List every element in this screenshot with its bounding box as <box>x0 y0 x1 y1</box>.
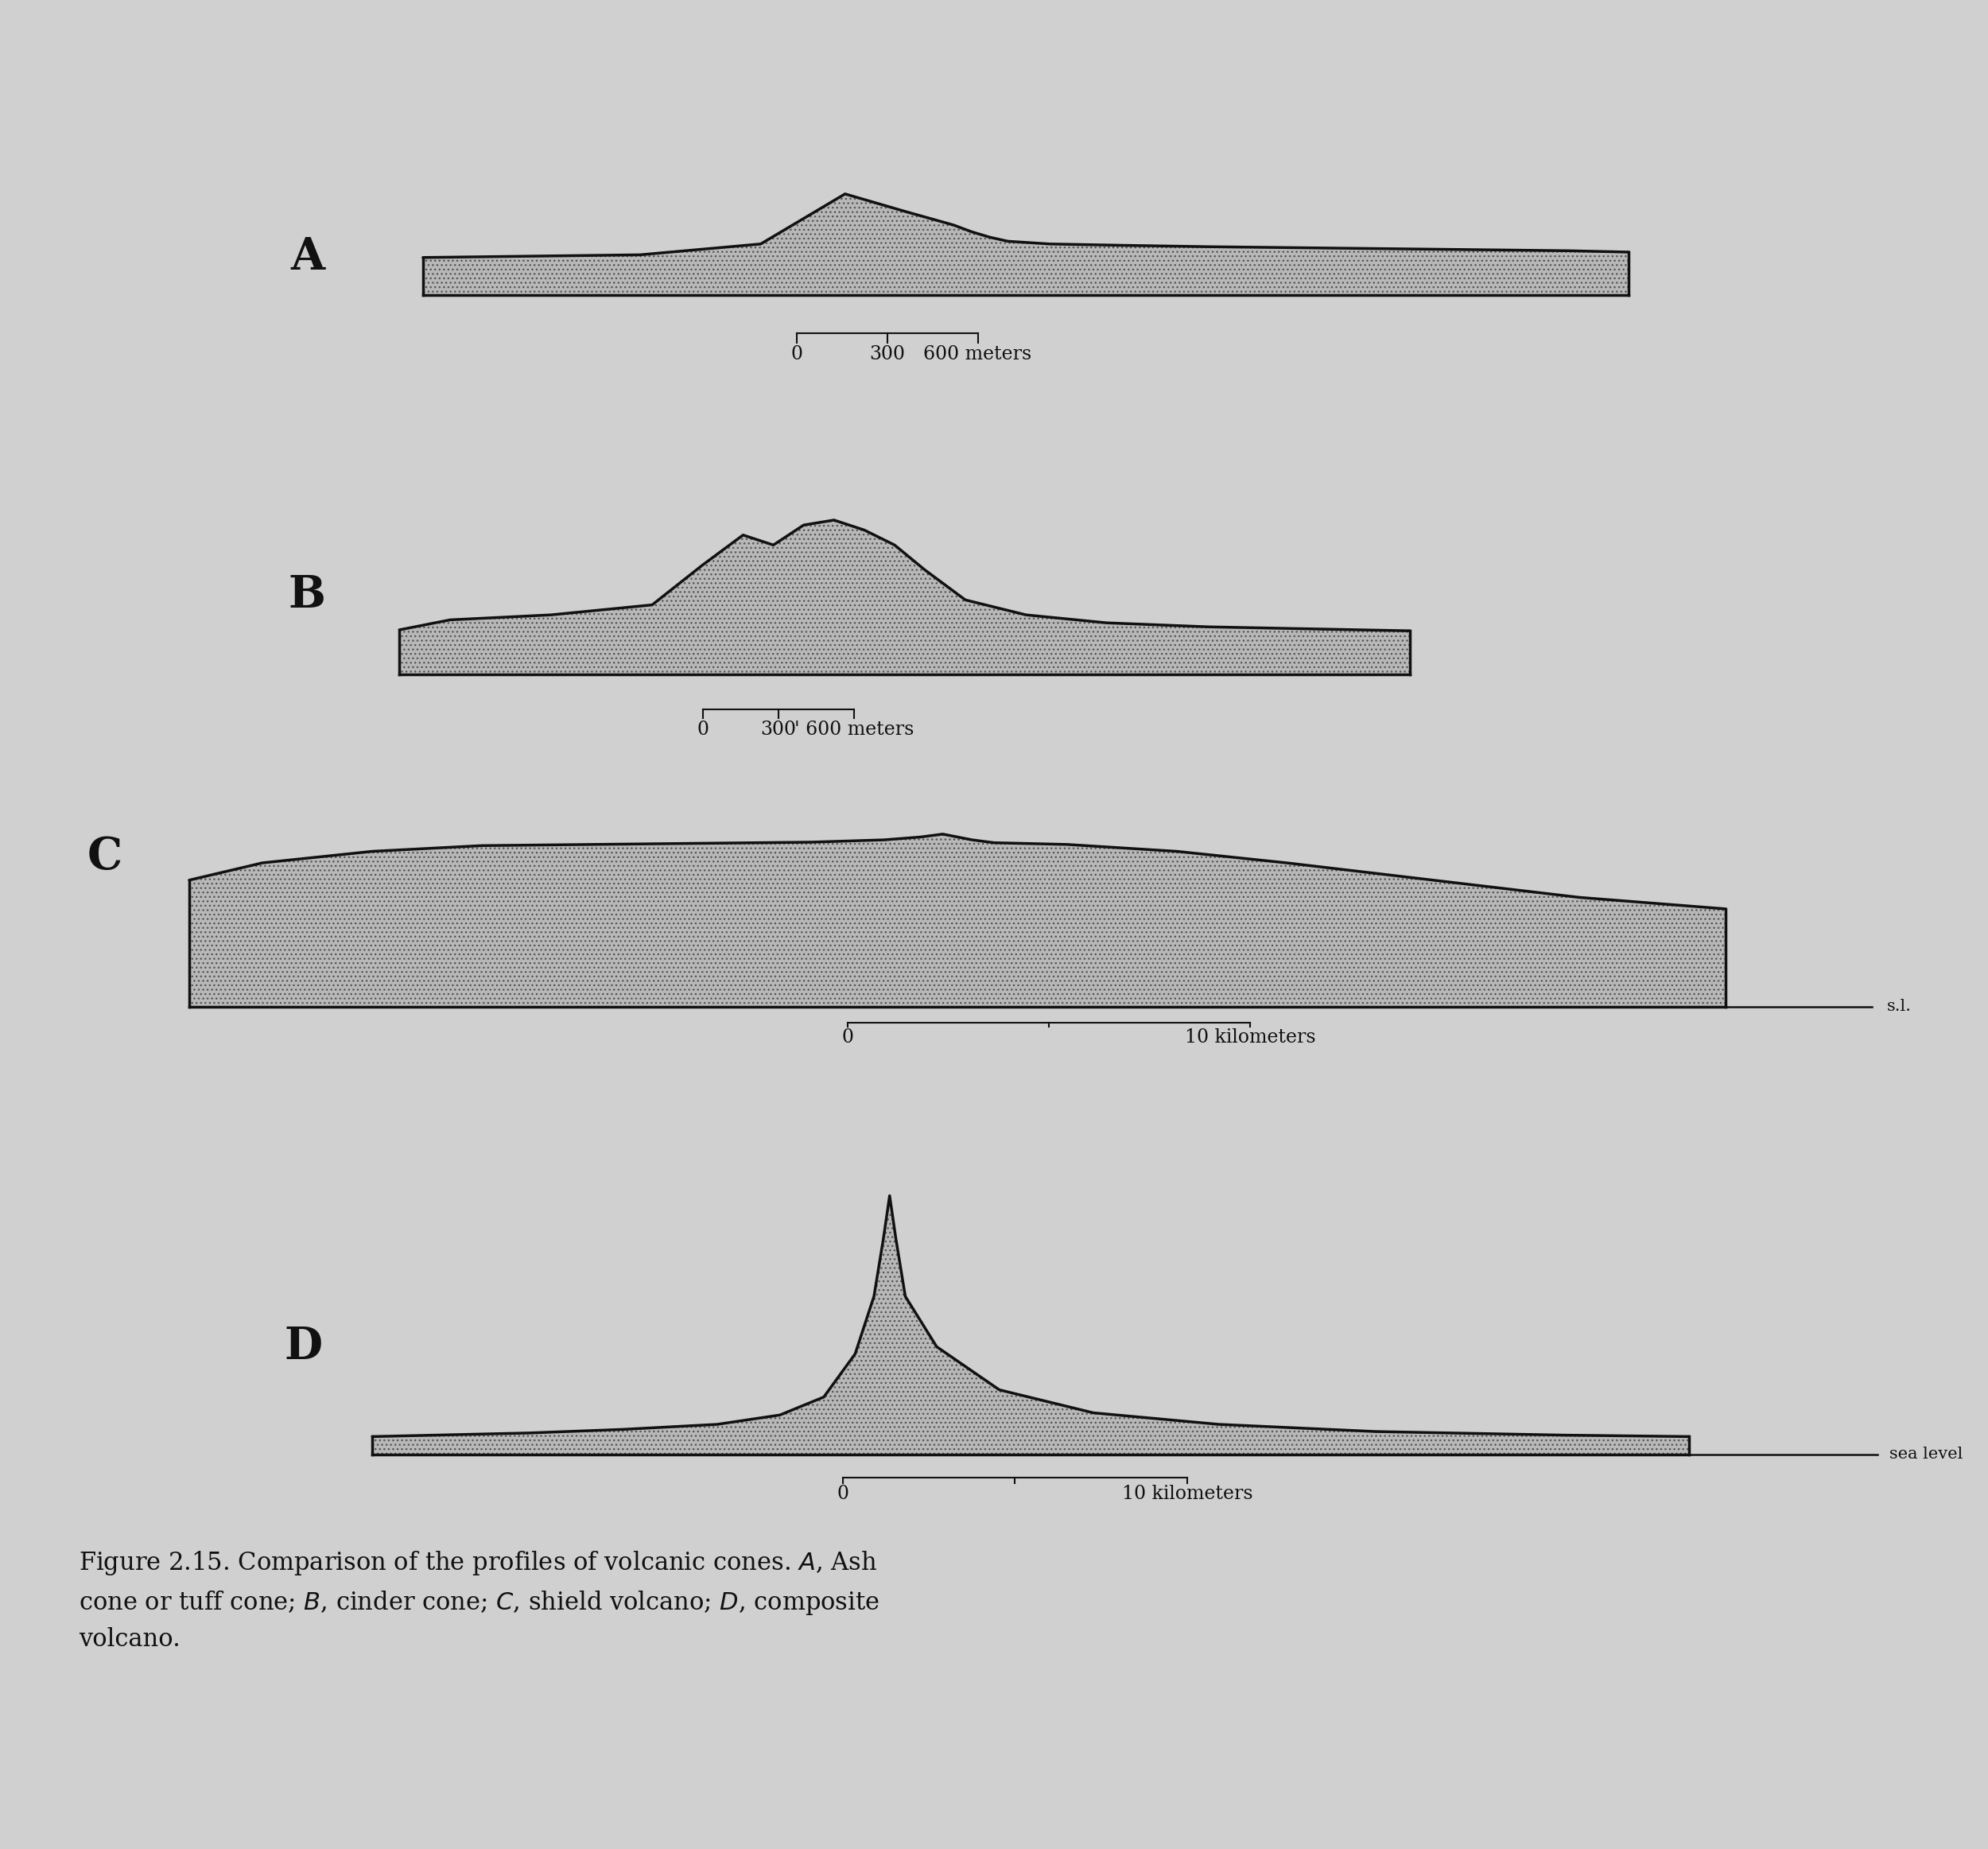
Text: sea level: sea level <box>1891 1448 1962 1463</box>
Text: D: D <box>284 1326 322 1368</box>
Text: C: C <box>87 836 121 878</box>
Text: 600 meters: 600 meters <box>924 346 1032 364</box>
Text: A: A <box>290 235 324 279</box>
Text: 300: 300 <box>869 346 905 364</box>
Text: 0: 0 <box>837 1485 849 1503</box>
Text: 0: 0 <box>696 721 708 740</box>
Text: 300: 300 <box>761 721 797 740</box>
Polygon shape <box>423 194 1628 296</box>
Text: 10 kilometers: 10 kilometers <box>1185 1028 1316 1047</box>
Polygon shape <box>372 1196 1690 1455</box>
Polygon shape <box>189 834 1726 1006</box>
Text: s.l.: s.l. <box>1887 998 1910 1015</box>
Text: 0: 0 <box>841 1028 853 1047</box>
Text: Figure 2.15. Comparison of the profiles of volcanic cones. $\it{A}$, Ash
cone or: Figure 2.15. Comparison of the profiles … <box>80 1549 879 1651</box>
Text: 10 kilometers: 10 kilometers <box>1121 1485 1252 1503</box>
Text: 0: 0 <box>791 346 803 364</box>
Text: ' 600 meters: ' 600 meters <box>795 721 914 740</box>
Text: B: B <box>288 573 326 618</box>
Polygon shape <box>400 520 1409 675</box>
